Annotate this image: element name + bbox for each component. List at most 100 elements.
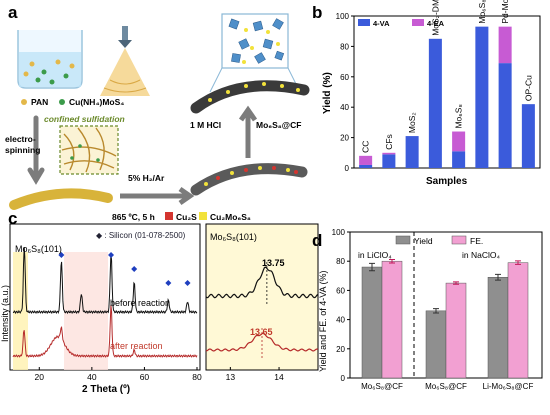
chart-d-yaxis: 0 20 40 60 80 100 bbox=[332, 228, 350, 383]
c-series-line-after bbox=[12, 305, 198, 358]
b-category-label: CFs bbox=[384, 134, 394, 150]
hcl-label: 1 M HCl bbox=[190, 120, 221, 130]
silicon-diamond-icon bbox=[58, 252, 65, 258]
chart-d-legend: Yield FE. bbox=[395, 235, 483, 246]
panel-b-label: b bbox=[312, 3, 322, 22]
d-bar-yield bbox=[361, 266, 383, 379]
b-bar-4-VA bbox=[382, 154, 396, 168]
before-reaction-label: before reaction bbox=[110, 298, 170, 308]
b-ytick-label: 0 bbox=[345, 164, 350, 173]
chart-b-frame bbox=[353, 15, 541, 169]
b-category-label: MoS₂-DMA bbox=[430, 0, 440, 36]
b-bar-4-VA bbox=[428, 38, 442, 168]
silicon-legend: ◆ : Silicon (01-078-2500) bbox=[96, 231, 186, 240]
d-category-label: Li-Mo₆S₈@CF bbox=[483, 382, 534, 391]
temp-label: 865 ºC, 5 h bbox=[112, 212, 155, 222]
d-error-bar bbox=[453, 281, 459, 285]
right-arrow-icon bbox=[120, 186, 195, 206]
yellow-fiber bbox=[9, 188, 113, 210]
b-category-label: MoS₂ bbox=[407, 112, 417, 133]
electrospinning-label-2: spinning bbox=[5, 145, 40, 155]
cu-dot-icon bbox=[59, 99, 65, 105]
b-ytick-label: 20 bbox=[340, 134, 349, 143]
ci-series-line bbox=[205, 266, 319, 299]
silicon-diamond-icon bbox=[131, 266, 138, 272]
mo6s8-fiber bbox=[190, 80, 310, 114]
beaker bbox=[17, 30, 83, 89]
panel-b: b 0 20 40 60 80 100 CC CFs MoS₂ MoS₂-DMA Mo₆S₈ Mo₆… bbox=[312, 0, 541, 187]
c-xtick-label: 60 bbox=[140, 372, 150, 382]
cumo-label: Cu₂Mo₆S₈ bbox=[210, 212, 251, 222]
b-bar-4-EA bbox=[359, 155, 373, 165]
panel-a: a PAN Cu(NH₄)MoS₄ confined sulfidation bbox=[5, 3, 310, 222]
d-ytick-label: 0 bbox=[341, 374, 346, 383]
inset-title: Mo₆S₈(101) bbox=[210, 232, 257, 242]
d-legend-label: FE. bbox=[470, 236, 483, 246]
b-bar-4-EA bbox=[452, 131, 466, 152]
chart-c-xlabel: 2 Theta (º) bbox=[82, 384, 130, 395]
after-reaction-label: after reaction bbox=[110, 341, 163, 351]
panel-d-label: d bbox=[312, 231, 322, 250]
d-error-bar bbox=[369, 262, 375, 272]
b-legend-swatch bbox=[358, 19, 370, 26]
ci-xtick-label: 13 bbox=[226, 372, 236, 382]
d-bar-yield bbox=[425, 310, 447, 379]
b-category-label: OP-Cu bbox=[523, 75, 533, 101]
up-arrow-icon bbox=[238, 105, 258, 158]
in-nacl-label: in NaClO₄ bbox=[462, 250, 500, 260]
b-category-label: CC bbox=[361, 141, 371, 153]
spinneret bbox=[100, 26, 150, 96]
c-xtick-label: 20 bbox=[35, 372, 45, 382]
b-ytick-label: 80 bbox=[340, 42, 349, 51]
chart-c-inset-lines bbox=[205, 262, 319, 358]
chart-d-bars bbox=[361, 258, 529, 379]
crystal-structure bbox=[209, 13, 301, 93]
b-legend-label: 4-VA bbox=[373, 19, 390, 28]
panel-c: c 20 40 60 80 ◆ : Silicon (01-078-2500) Mo₆… bbox=[0, 209, 319, 395]
silicon-diamond-icon bbox=[184, 280, 191, 286]
electrospinning-label-1: electro- bbox=[5, 134, 36, 144]
peak-before-label: 13.75 bbox=[262, 258, 285, 268]
b-ytick-label: 100 bbox=[336, 12, 350, 21]
b-legend-label: 4-EA bbox=[427, 19, 445, 28]
chart-c-lines bbox=[12, 246, 198, 358]
chart-b-ylabel: Yield (%) bbox=[322, 72, 333, 114]
b-category-label: Pd-Mo bbox=[500, 0, 510, 24]
d-ytick-label: 80 bbox=[336, 257, 345, 266]
peak-after-label: 13.65 bbox=[250, 327, 273, 337]
cu-label: Cu(NH₄)MoS₄ bbox=[69, 97, 124, 107]
panel-a-legend: PAN Cu(NH₄)MoS₄ bbox=[21, 97, 124, 107]
mo6s8-101-label: Mo₆S₈(101) bbox=[15, 244, 62, 254]
h2ar-label: 5% H₂/Ar bbox=[128, 173, 165, 183]
mo6s8cf-label: Mo₆S₈@CF bbox=[256, 120, 301, 130]
chart-b-categories: CC CFs MoS₂ MoS₂-DMA Mo₆S₈ Mo₆S₈@CF Pd-Mo OP-Cu bbox=[361, 0, 534, 153]
chart-c-inset-xaxis: 13 14 bbox=[226, 367, 284, 382]
chart-d-categories: Mo₆S₈@CF Mo₆S₈@CF Li-Mo₆S₈@CF bbox=[361, 382, 533, 391]
b-ytick-label: 60 bbox=[340, 73, 349, 82]
d-legend-swatch bbox=[395, 235, 411, 245]
d-bar-fe bbox=[445, 282, 467, 379]
silicon-diamond-icon bbox=[108, 252, 115, 258]
d-category-label: Mo₆S₈@CF bbox=[425, 382, 467, 391]
b-category-label: Mo₆S₈ bbox=[454, 104, 464, 129]
b-ytick-label: 40 bbox=[340, 103, 349, 112]
ci-xtick-label: 14 bbox=[274, 372, 284, 382]
c-xtick-label: 40 bbox=[87, 372, 97, 382]
d-error-bar bbox=[433, 308, 439, 314]
d-error-bar bbox=[495, 273, 501, 281]
pan-dot-icon bbox=[21, 99, 27, 105]
b-bar-4-VA bbox=[359, 164, 373, 168]
panel-a-label: a bbox=[8, 3, 18, 22]
d-ytick-label: 100 bbox=[332, 228, 346, 237]
fiber-mesh bbox=[59, 125, 119, 175]
cumo-square-icon bbox=[199, 212, 207, 220]
d-category-label: Mo₆S₈@CF bbox=[361, 382, 403, 391]
d-ytick-label: 40 bbox=[336, 316, 345, 325]
d-legend-label: Yield bbox=[414, 236, 433, 246]
chart-b-bars bbox=[359, 26, 535, 169]
b-bar-4-EA bbox=[498, 26, 512, 64]
b-bar-4-VA bbox=[521, 104, 535, 168]
c-series-line-before bbox=[12, 246, 198, 315]
chart-b-legend: 4-VA 4-EA bbox=[358, 19, 445, 28]
chart-b-yaxis: 0 20 40 60 80 100 bbox=[336, 12, 354, 173]
